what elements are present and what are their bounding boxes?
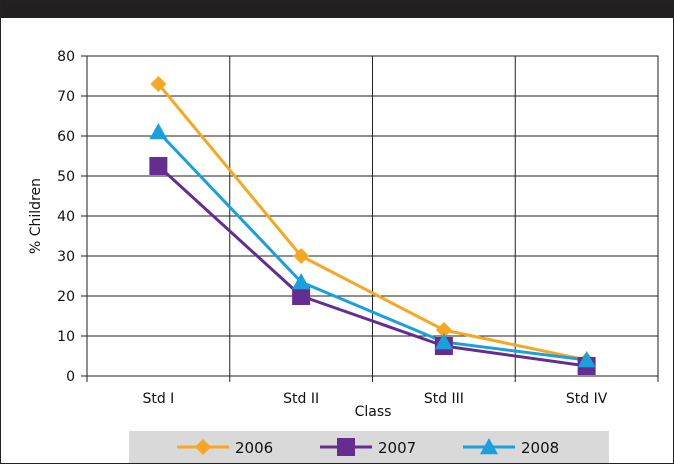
legend-marker-2007 (337, 438, 355, 456)
series-line-2007 (157, 164, 587, 368)
y-tick-label-10: 10 (57, 329, 75, 345)
header-bar (1, 1, 673, 18)
data-point-2006-std-ii (293, 248, 310, 264)
y-tick-label-80: 80 (57, 49, 75, 65)
legend-label-2007: 2007 (378, 439, 416, 457)
y-tick-label-0: 0 (66, 369, 75, 385)
data-point-2008-std-iii (434, 333, 453, 350)
data-point-2007-std-i (149, 157, 168, 175)
data-point-2008-std-i (149, 123, 168, 140)
legend-label-2008: 2008 (521, 439, 559, 457)
series-line-2006 (157, 83, 587, 362)
legend-label-2006: 2006 (235, 439, 273, 457)
y-tick-label-50: 50 (57, 169, 75, 185)
x-axis-title: Class (355, 404, 392, 420)
y-tick-label-30: 30 (57, 249, 75, 265)
legend-marker-2008 (480, 438, 498, 455)
x-tick-label-2: Std II (283, 391, 319, 407)
y-tick-label-20: 20 (57, 289, 75, 305)
x-tick-label-1: Std I (142, 391, 174, 407)
data-point-2008-std-ii (292, 273, 311, 290)
data-point-2006-std-iii (435, 322, 452, 338)
data-point-2007-std-ii (292, 287, 311, 305)
x-tick-label-3: Std III (424, 391, 464, 407)
data-point-2008-std-iv (577, 351, 596, 368)
series-line-2008 (157, 130, 587, 362)
x-tick-label-4: Std IV (566, 391, 608, 407)
y-tick-label-70: 70 (57, 89, 75, 105)
legend-marker-2006 (195, 439, 211, 455)
y-tick-label-40: 40 (57, 209, 75, 225)
y-axis-title: % Children (28, 178, 44, 254)
y-tick-label-60: 60 (57, 129, 75, 145)
data-point-2006-std-i (150, 76, 167, 92)
